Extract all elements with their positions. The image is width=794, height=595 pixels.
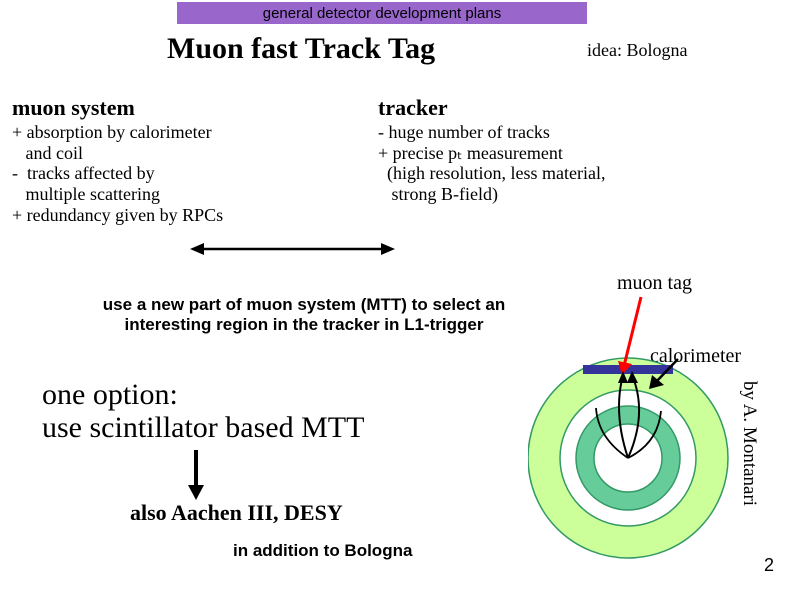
muon-system-body: + absorption by calorimeter and coil - t…: [12, 122, 223, 225]
author-credit: by A. Montanari: [738, 381, 760, 506]
detector-diagram: [528, 293, 738, 573]
tracker-body: - huge number of tracks + precise pₜ mea…: [378, 122, 605, 205]
tracker-heading: tracker: [378, 95, 448, 121]
addition-text: in addition to Bologna: [233, 541, 412, 561]
page-title: Muon fast Track Tag: [167, 32, 435, 66]
mtt-description: use a new part of muon system (MTT) to s…: [94, 295, 514, 336]
double-arrow-icon: [190, 239, 395, 259]
down-arrow-icon: [186, 450, 206, 500]
banner: general detector development plans: [177, 2, 587, 24]
muon-tag-label: muon tag: [617, 272, 692, 295]
option-text: one option: use scintillator based MTT: [42, 378, 364, 444]
muon-system-heading: muon system: [12, 95, 135, 121]
also-text: also Aachen III, DESY: [130, 500, 343, 526]
idea-credit: idea: Bologna: [587, 40, 687, 61]
page-number: 2: [764, 555, 774, 576]
